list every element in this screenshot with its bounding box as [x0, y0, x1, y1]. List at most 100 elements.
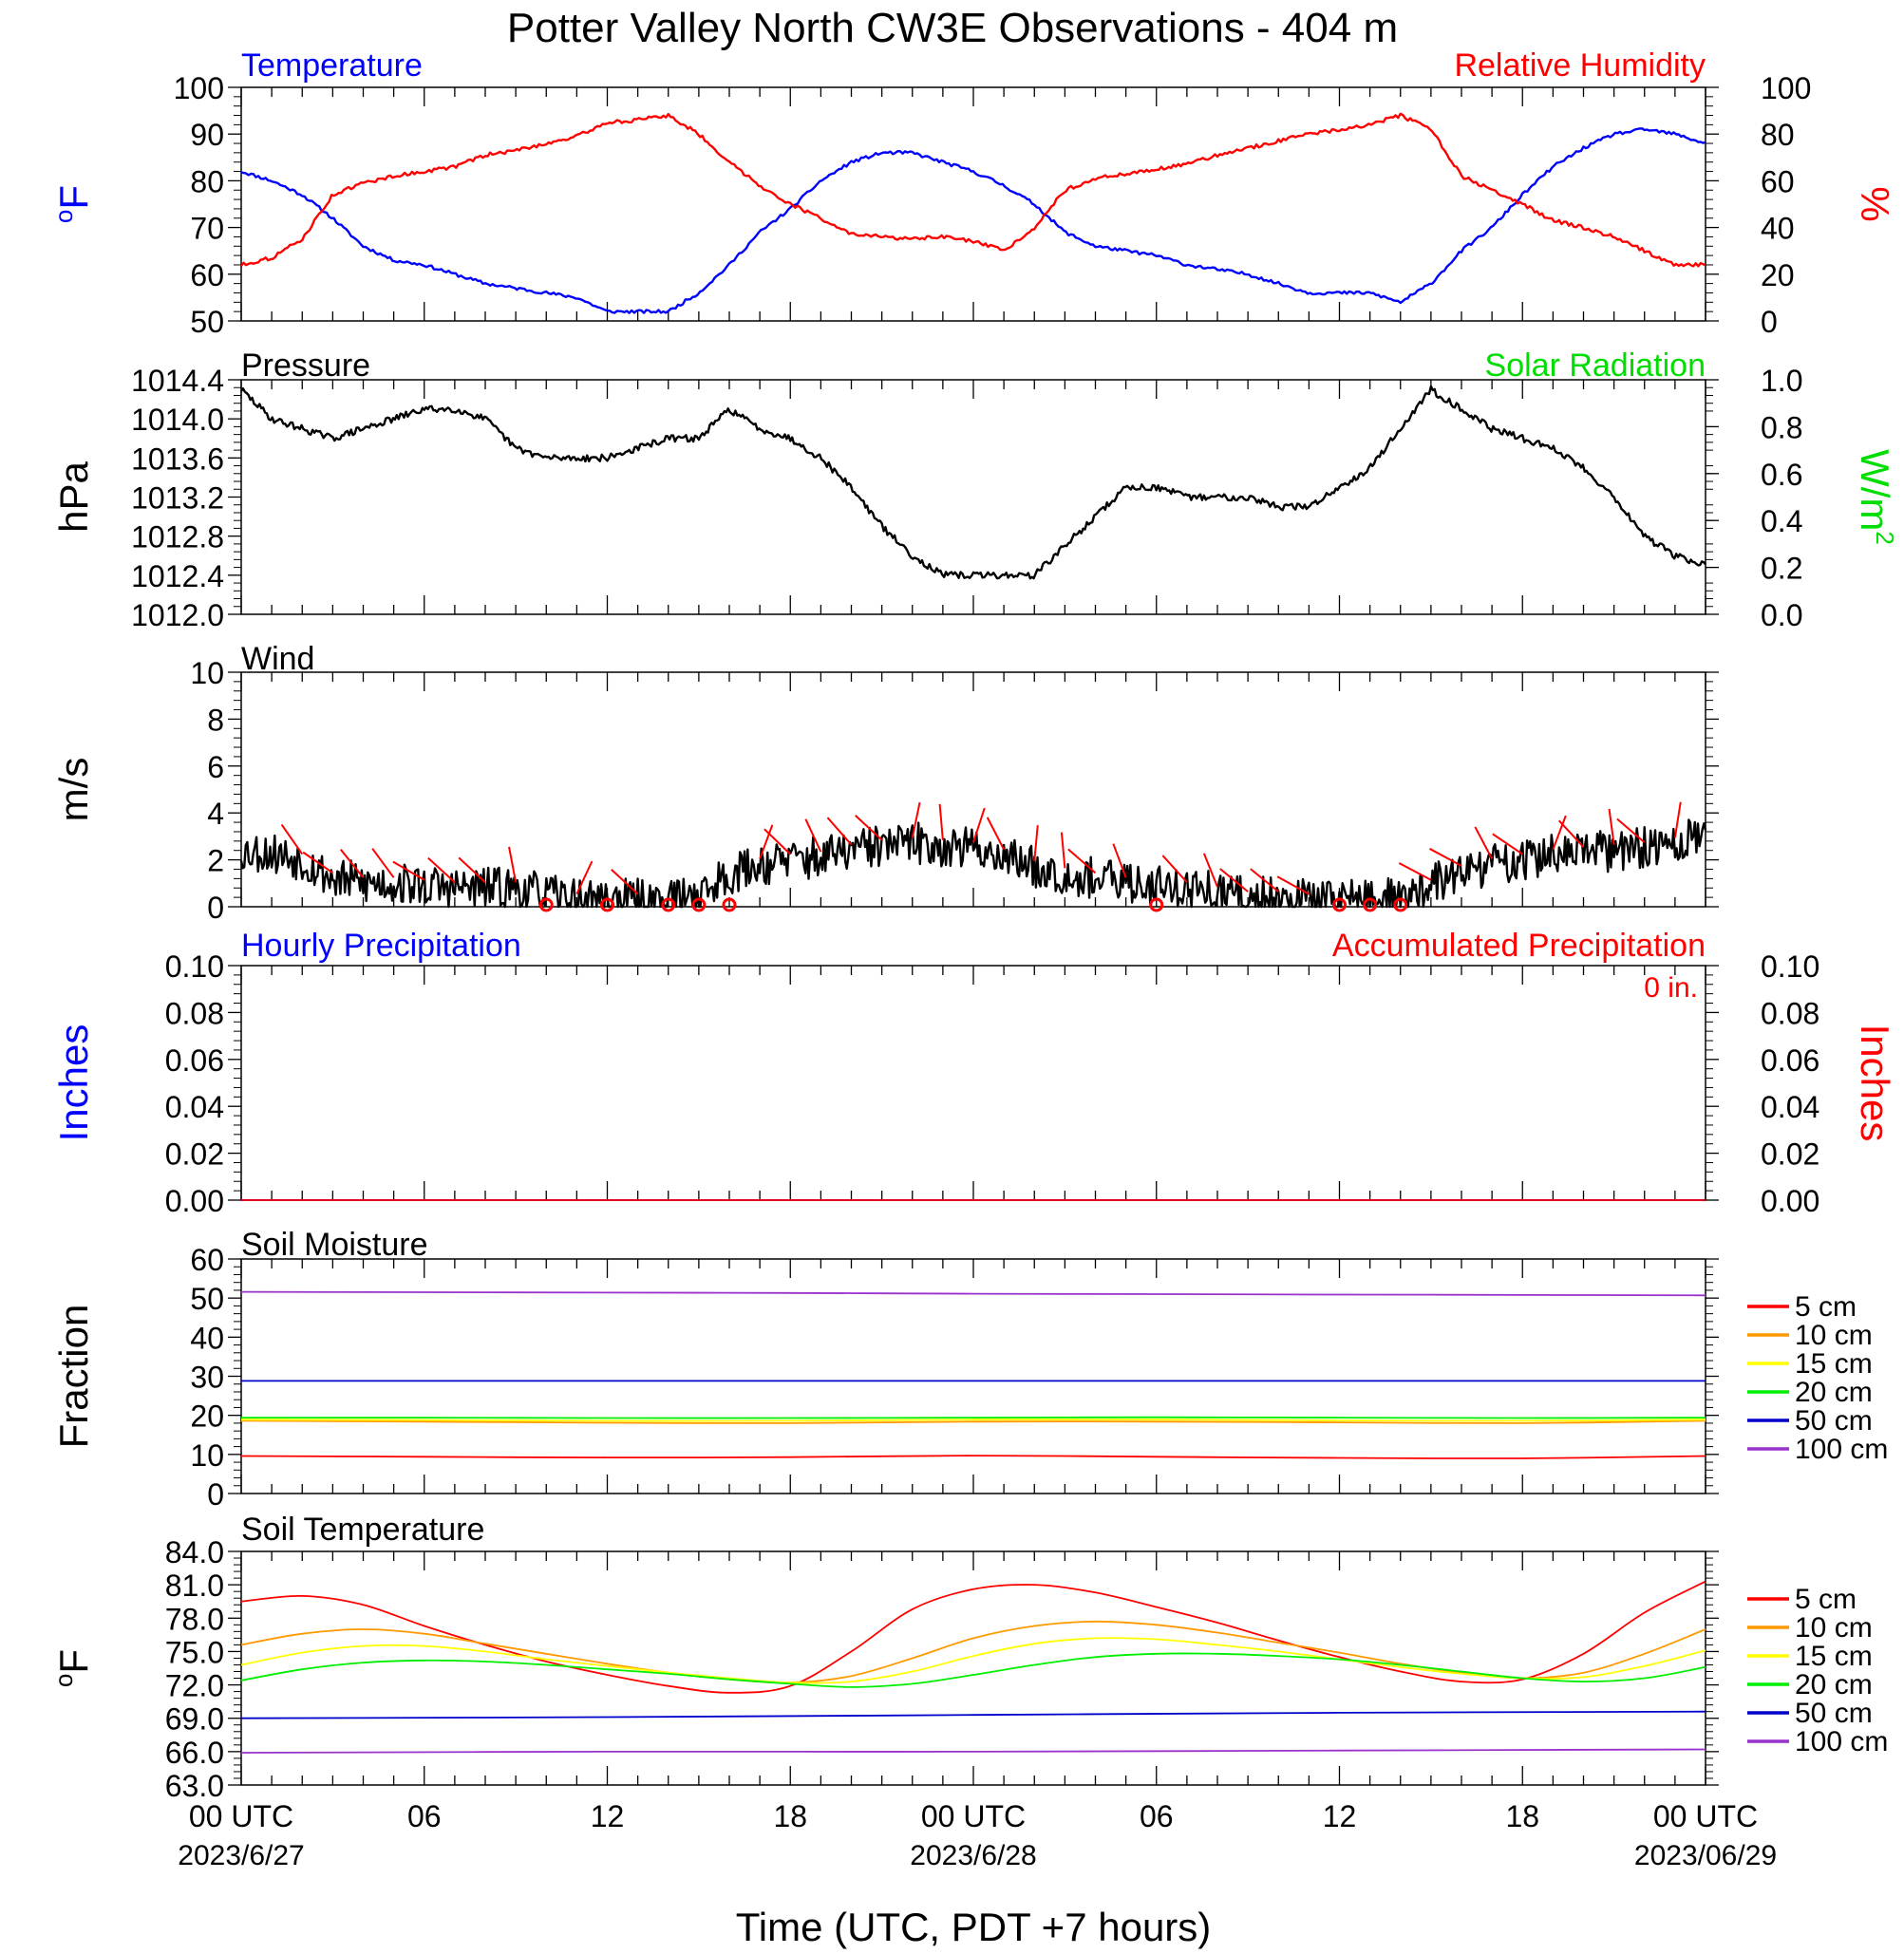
- y-tick-label: 1014.0: [131, 403, 224, 437]
- y-tick-label: 1012.4: [131, 559, 224, 593]
- legend-label: 50 cm: [1795, 1405, 1873, 1437]
- panel-left-title: Hourly Precipitation: [241, 928, 521, 964]
- wind-calm-marker: [600, 897, 614, 912]
- y-tick-label: 60: [190, 1243, 224, 1277]
- wind-barb: [1250, 868, 1279, 892]
- plot-frame: [240, 86, 1706, 322]
- y-tick-label: 1013.2: [131, 481, 224, 516]
- wind-barb: [508, 846, 518, 883]
- y-tick-label: 1014.4: [131, 364, 224, 398]
- y-tick-label: 0.08: [165, 996, 224, 1030]
- series-line: [240, 1748, 1706, 1754]
- x-tick-label: 18: [1505, 1799, 1539, 1833]
- series-line: [240, 1580, 1706, 1694]
- panel-left-title: Soil Temperature: [241, 1512, 484, 1548]
- legend-label: 100 cm: [1795, 1726, 1888, 1757]
- wind-calm-marker: [538, 897, 554, 912]
- y-axis-unit: oF: [49, 185, 96, 223]
- wind-barb: [1276, 875, 1310, 895]
- y-tick-label: 100: [174, 71, 224, 105]
- y-tick-label: 0.04: [165, 1090, 224, 1124]
- x-date-label: 2023/06/29: [1634, 1840, 1777, 1871]
- series-line: [240, 1620, 1706, 1684]
- wind-barb: [1219, 868, 1249, 892]
- wind-barb: [611, 868, 639, 895]
- y-tick-label: 0.00: [165, 1184, 224, 1218]
- wind-barb: [1673, 801, 1682, 838]
- wind-barb: [938, 803, 944, 840]
- y2-tick-label: 40: [1761, 212, 1795, 246]
- y-axis-unit: Inches: [51, 1024, 96, 1142]
- x-tick-label: 00 UTC: [921, 1799, 1026, 1833]
- panel-soil-temperature: Soil Temperature 63.066.069.072.075.078.…: [49, 1512, 1888, 1803]
- x-date-label: 2023/6/27: [178, 1840, 304, 1871]
- y2-tick-label: 0.04: [1761, 1090, 1819, 1124]
- y-tick-label: 0: [207, 891, 224, 925]
- panel-pressure-solar: Pressure Solar Radiation 1012.0 1012.4 101…: [51, 348, 1899, 632]
- y2-tick-label: 0.08: [1761, 996, 1819, 1030]
- series-line: [240, 1637, 1706, 1684]
- series-line: [240, 1290, 1706, 1297]
- wind-barb: [280, 823, 304, 855]
- y-tick-label: 1012.8: [131, 520, 224, 554]
- y-tick-label: 69.0: [165, 1702, 224, 1737]
- panel-left-title: Wind: [241, 641, 314, 677]
- legend-label: 15 cm: [1795, 1348, 1873, 1380]
- wind-barb: [458, 856, 486, 883]
- y2-tick-label: 0.8: [1761, 410, 1802, 444]
- y-tick-label: 50: [190, 305, 224, 339]
- wind-barb: [427, 856, 456, 883]
- legend-label: 20 cm: [1795, 1669, 1873, 1700]
- x-tick-label: 12: [1323, 1799, 1357, 1833]
- y-tick-label: 72.0: [165, 1669, 224, 1703]
- series-line: [240, 1419, 1706, 1424]
- y-tick-label: 10: [190, 1438, 224, 1473]
- series-line: [240, 1419, 1706, 1422]
- y2-tick-label: 60: [1761, 164, 1795, 198]
- y2-tick-label: 0.2: [1761, 552, 1802, 586]
- panel-right-title: Relative Humidity: [1454, 47, 1706, 84]
- wind-barb: [1552, 815, 1567, 851]
- y-tick-label: 8: [207, 703, 224, 737]
- y-tick-label: 81.0: [165, 1569, 224, 1603]
- wind-barb: [302, 851, 333, 874]
- y-tick-label: 0.10: [165, 949, 224, 984]
- y-tick-label: 1012.0: [131, 598, 224, 632]
- wind-barb: [371, 848, 395, 878]
- y-axis-unit: hPa: [51, 460, 96, 532]
- y-tick-label: 60: [190, 258, 224, 292]
- y-axis-unit: oF: [49, 1649, 96, 1687]
- wind-barb: [339, 849, 365, 878]
- y-tick-label: 4: [207, 797, 224, 831]
- series-line: [240, 1455, 1706, 1459]
- wind-calm-marker: [1332, 897, 1347, 912]
- wind-barb: [1067, 848, 1097, 874]
- wind-barb: [1429, 848, 1462, 867]
- panel-precipitation: Hourly Precipitation Accumulated Precipi…: [51, 928, 1897, 1218]
- wind-barb: [392, 860, 425, 881]
- y-tick-label: 40: [190, 1321, 224, 1355]
- y-tick-label: 20: [190, 1400, 224, 1434]
- y-tick-label: 80: [190, 164, 224, 198]
- legend-label: 100 cm: [1795, 1434, 1888, 1465]
- y2-tick-label: 80: [1761, 118, 1795, 152]
- legend-label: 20 cm: [1795, 1377, 1873, 1408]
- x-tick-label: 00 UTC: [1653, 1799, 1758, 1833]
- y-tick-label: 6: [207, 750, 224, 784]
- x-tick-label: 00 UTC: [189, 1799, 293, 1833]
- y-tick-label: 0.06: [165, 1043, 224, 1078]
- y2-tick-label: 20: [1761, 258, 1795, 292]
- y2-tick-label: 0.4: [1761, 504, 1802, 538]
- panel-left-title: Soil Moisture: [241, 1227, 428, 1263]
- wind-calm-marker: [661, 897, 676, 912]
- wind-calm-marker: [691, 897, 707, 912]
- series-line: [240, 1710, 1706, 1719]
- unit-superscript: 2: [1871, 531, 1899, 544]
- y-tick-label: 75.0: [165, 1635, 224, 1669]
- unit-degree: o: [49, 1674, 78, 1687]
- y2-tick-label: 0.06: [1761, 1043, 1819, 1078]
- wind-barb: [1398, 862, 1432, 881]
- y-axis-unit: m/s: [51, 758, 96, 822]
- wind-barb: [855, 815, 883, 841]
